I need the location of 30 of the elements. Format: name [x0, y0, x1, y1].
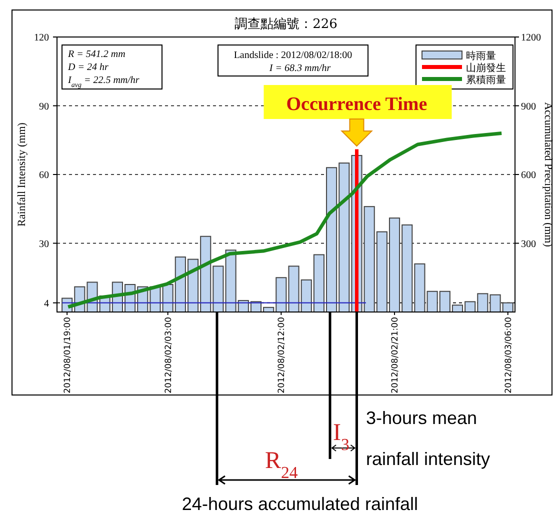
y-tick-label: 4: [44, 298, 49, 310]
legend-label: 時雨量: [466, 50, 496, 62]
x-tick-label: 2012/08/02/12:00: [277, 317, 288, 394]
x-tick-label: 2012/08/03/06:00: [504, 317, 514, 394]
y2-tick-label: 300: [521, 238, 536, 250]
text: rainfall intensity: [366, 449, 490, 469]
x-tick-label: 2012/08/02/03:00: [164, 317, 174, 394]
annotation: R = 541.2 mm: [67, 49, 126, 60]
annotation: I = 68.3 mm/hr: [268, 63, 331, 74]
annotation: Occurrence Time: [286, 94, 428, 115]
y-axis-title: Rainfall Intensity (mm): [16, 122, 28, 226]
y-tick-label: 120: [34, 32, 49, 44]
y2-tick-label: 900: [521, 101, 536, 112]
y2-tick-label: 600: [521, 170, 536, 181]
annotation: D = 24 hr: [67, 62, 108, 73]
x-tick-label: 2012/08/02/21:00: [390, 317, 401, 394]
legend-label: 累積雨量: [466, 74, 506, 86]
text: 24-hours accumulated rainfall: [182, 494, 418, 514]
chart-title: 調查點編號：226: [234, 17, 338, 32]
legend-label: 山崩發生: [466, 62, 506, 74]
y-tick-label: 30: [39, 238, 49, 250]
text: R$_{24}$: [265, 448, 298, 482]
annotation: I$_{avg}$ = 22.5 mm/hr: [67, 75, 140, 89]
y-tick-label: 90: [39, 101, 49, 112]
text: 3-hours mean: [366, 408, 478, 428]
y2-axis-title: Accumulated Precipitation (mm): [542, 102, 554, 248]
annotation: Landslide : 2012/08/02/18:00: [234, 50, 352, 61]
x-tick-label: 2012/08/01/19:00: [63, 317, 74, 394]
y-tick-label: 60: [39, 170, 49, 181]
y2-tick-label: 1200: [521, 32, 541, 44]
